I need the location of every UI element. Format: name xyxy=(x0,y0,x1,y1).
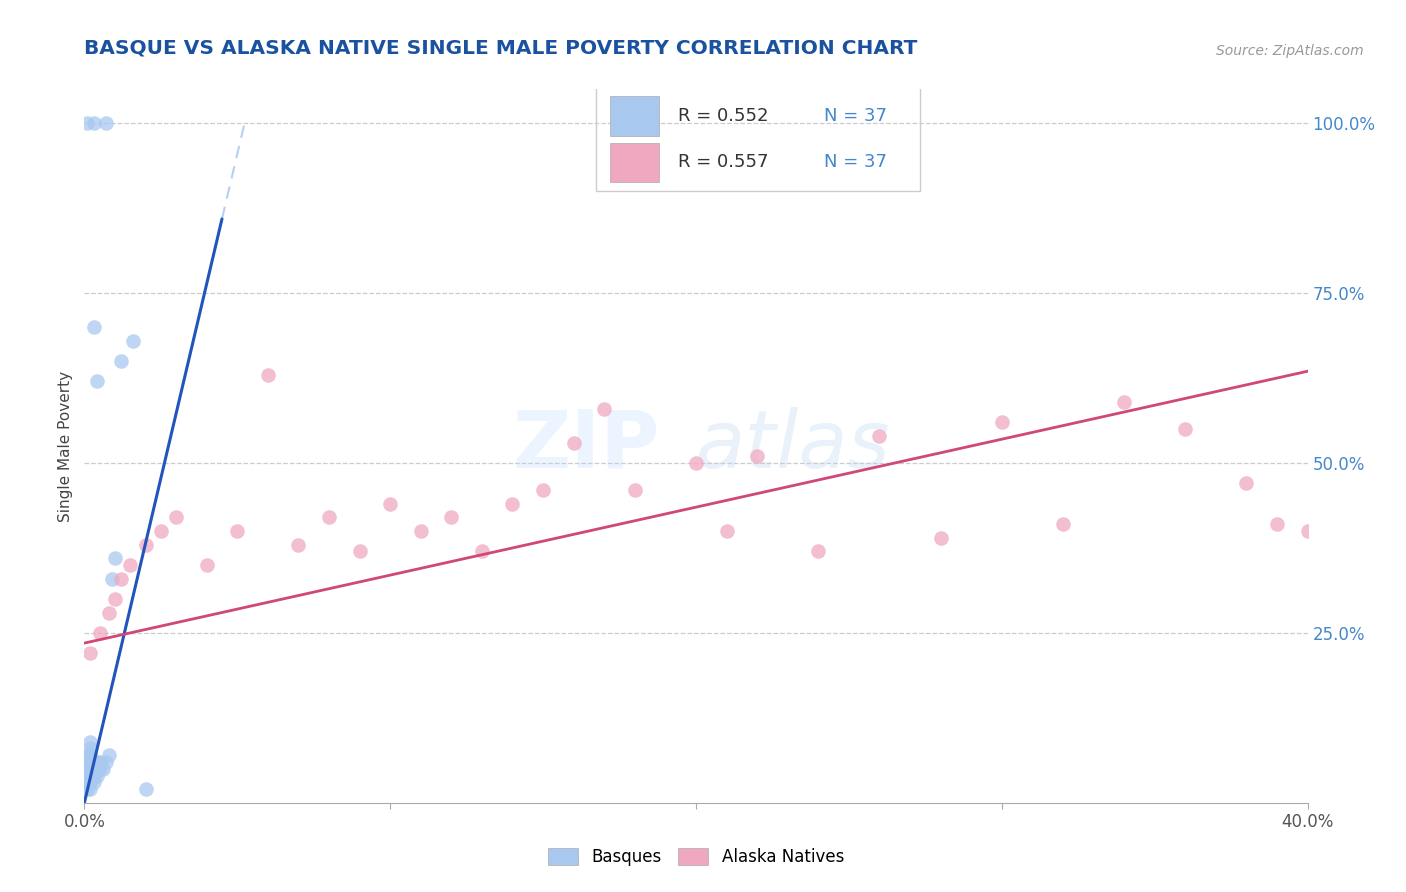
Point xyxy=(76,748,98,763)
Point xyxy=(83,320,105,334)
Point xyxy=(79,769,101,783)
Point xyxy=(79,748,101,763)
Point xyxy=(79,646,101,660)
Point xyxy=(531,483,554,498)
Point xyxy=(76,769,98,783)
Point xyxy=(76,775,98,789)
Point xyxy=(991,415,1014,429)
Point xyxy=(97,748,120,763)
Point xyxy=(79,755,101,769)
Point xyxy=(226,524,249,538)
Point xyxy=(122,334,145,348)
Point xyxy=(86,769,108,783)
Point xyxy=(471,544,494,558)
Point xyxy=(76,775,98,789)
Point xyxy=(624,483,647,498)
Point xyxy=(89,755,111,769)
Text: BASQUE VS ALASKA NATIVE SINGLE MALE POVERTY CORRELATION CHART: BASQUE VS ALASKA NATIVE SINGLE MALE POVE… xyxy=(84,39,918,58)
Point xyxy=(135,782,157,797)
Point xyxy=(86,375,108,389)
Point xyxy=(502,497,524,511)
Point xyxy=(380,497,402,511)
Point xyxy=(83,775,105,789)
Text: R = 0.552: R = 0.552 xyxy=(678,107,768,125)
Point xyxy=(79,762,101,776)
Point xyxy=(135,537,157,551)
Point xyxy=(593,401,616,416)
Text: N = 37: N = 37 xyxy=(824,107,887,125)
FancyBboxPatch shape xyxy=(610,96,659,136)
Point xyxy=(76,769,98,783)
Point xyxy=(97,606,120,620)
Y-axis label: Single Male Poverty: Single Male Poverty xyxy=(58,370,73,522)
Point xyxy=(1174,422,1197,436)
Point xyxy=(89,626,111,640)
Point xyxy=(76,762,98,776)
Text: ZIP: ZIP xyxy=(512,407,659,485)
Point xyxy=(1296,524,1319,538)
Point xyxy=(79,775,101,789)
Point xyxy=(149,524,172,538)
Point xyxy=(120,558,142,572)
Point xyxy=(101,572,124,586)
Point xyxy=(318,510,340,524)
Point xyxy=(83,116,105,130)
Point xyxy=(195,558,218,572)
Point xyxy=(1052,517,1074,532)
FancyBboxPatch shape xyxy=(610,143,659,182)
Point xyxy=(104,551,127,566)
Text: atlas: atlas xyxy=(696,407,891,485)
Point xyxy=(110,572,132,586)
Point xyxy=(83,755,105,769)
Point xyxy=(79,782,101,797)
Point xyxy=(409,524,432,538)
Point xyxy=(287,537,309,551)
Point xyxy=(110,354,132,368)
Point xyxy=(1114,394,1136,409)
Point xyxy=(94,755,117,769)
Point xyxy=(86,762,108,776)
Point xyxy=(91,762,114,776)
Point xyxy=(929,531,952,545)
Point xyxy=(86,755,108,769)
Point xyxy=(94,116,117,130)
Point xyxy=(165,510,187,524)
Point xyxy=(89,762,111,776)
Point xyxy=(440,510,463,524)
Point xyxy=(76,762,98,776)
Legend: Basques, Alaska Natives: Basques, Alaska Natives xyxy=(541,841,851,873)
Point xyxy=(83,762,105,776)
Point xyxy=(76,755,98,769)
Text: R = 0.557: R = 0.557 xyxy=(678,153,768,171)
Point xyxy=(76,755,98,769)
Point xyxy=(807,544,830,558)
Point xyxy=(869,429,891,443)
Point xyxy=(1265,517,1288,532)
Point xyxy=(79,762,101,776)
Point xyxy=(562,435,585,450)
Point xyxy=(79,734,101,748)
Point xyxy=(79,741,101,756)
Point xyxy=(76,116,98,130)
Point xyxy=(79,775,101,789)
Point xyxy=(747,449,769,463)
Point xyxy=(104,591,127,606)
Text: Source: ZipAtlas.com: Source: ZipAtlas.com xyxy=(1216,44,1364,58)
Point xyxy=(1236,476,1258,491)
Point xyxy=(257,368,280,382)
Point xyxy=(716,524,738,538)
Text: N = 37: N = 37 xyxy=(824,153,887,171)
Point xyxy=(83,769,105,783)
Point xyxy=(349,544,371,558)
Point xyxy=(685,456,707,470)
Point xyxy=(76,782,98,797)
